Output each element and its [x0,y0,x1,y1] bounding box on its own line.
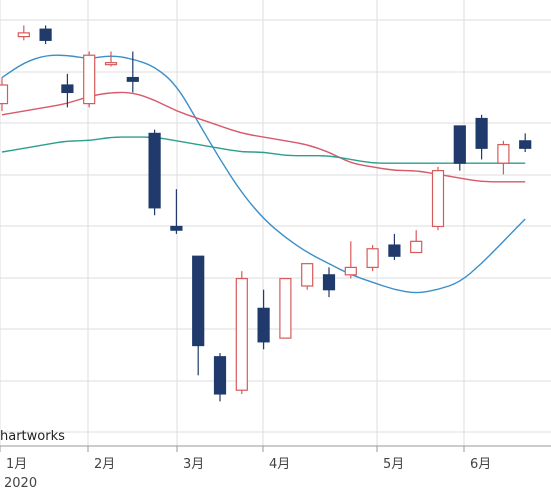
candle-down [388,233,401,260]
candle-down [519,133,532,152]
x-tick-label: 1月 [6,457,27,472]
candle-down [475,114,488,160]
candle-up [366,245,379,272]
candle-body [126,76,139,82]
x-tick-label: 3月 [183,457,204,472]
candle-body [257,307,270,343]
candle-down [148,129,161,216]
candle-up [235,271,248,394]
candle-body [61,84,74,94]
candle-down [257,289,270,350]
candle-up [301,263,314,290]
candle-down [453,125,466,171]
candle-down [126,51,139,93]
year-label: 2020 [4,476,37,491]
candle-body [475,117,488,149]
moving-averages [1,54,526,294]
candle-body [322,274,336,291]
candle-up [0,77,9,112]
candle-body [497,143,510,164]
candles [0,25,532,402]
moving-average-line [1,136,526,164]
candle-body [235,277,248,391]
x-tick-label: 4月 [269,457,290,472]
candle-body [388,244,401,257]
x-tick-label: 5月 [383,457,404,472]
candle-up [431,166,445,231]
candle-body [279,277,292,339]
candle-body [83,54,96,105]
candle-up [17,25,30,41]
candle-body [170,225,183,231]
candle-body [410,240,423,254]
candle-up [410,230,423,254]
candle-up [83,51,96,108]
candle-down [170,189,183,234]
candle-up [497,140,510,175]
moving-average-line [1,91,526,183]
candle-body [344,266,357,276]
candle-up [279,277,292,339]
candle-down [39,25,52,45]
candle-body [519,140,532,149]
candle-down [192,255,205,376]
candle-body [17,32,30,38]
candle-down [61,73,74,108]
candle-body [104,62,118,66]
moving-average-line [1,54,526,294]
candle-body [453,125,466,164]
candle-body [39,28,52,41]
candle-body [431,170,445,228]
candle-down [213,353,227,402]
candle-body [366,248,379,268]
candle-body [301,263,314,287]
candle-down [322,267,336,298]
x-axis: 1月 2月 3月 4月 5月 6月 [0,445,551,472]
candle-body [213,356,227,395]
candle-body [0,84,9,105]
candle-body [192,255,205,347]
candle-up [104,51,118,67]
x-tick-label: 6月 [470,457,491,472]
candle-body [148,132,161,209]
watermark: hartworks [0,429,65,444]
chart-grid [0,0,551,446]
x-tick-label: 2月 [94,457,115,472]
candle-up [344,241,357,279]
